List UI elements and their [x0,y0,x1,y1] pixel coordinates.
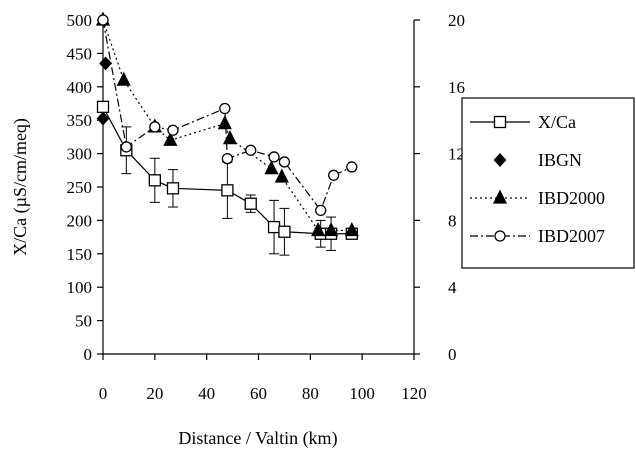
data-point-open-square [244,197,257,210]
y-axis-title: X/Ca (µS/cm/meq) [10,118,31,256]
legend-label: IBGN [538,150,582,170]
legend-box [461,97,635,269]
data-point-open-circle [328,169,340,181]
left-y-tick-label: 0 [84,345,93,364]
left-y-tick-label: 150 [67,245,93,264]
data-point-open-circle [97,14,109,26]
right-y-tick-label: 16 [448,78,465,97]
right-y-tick-label: 4 [448,278,457,297]
left-y-tick-label: 100 [67,278,93,297]
legend: X/Ca IBGN IBD2000 IBD2007 [461,97,635,269]
left-y-tick-label: 400 [67,78,93,97]
data-point-open-circle [268,151,280,163]
x-axis-title: Distance / Valtin (km) [178,428,337,449]
left-y-tick-label: 350 [67,111,93,130]
ticks: 0501001502002503003504004505000481216200… [67,11,466,403]
data-point-filled-diamond [96,111,110,126]
legend-marker-filled-triangle [492,189,508,204]
data-point-open-circle [346,161,358,173]
data-point-filled-triangle [311,221,326,237]
data-point-filled-triangle [264,160,279,175]
data-point-filled-triangle [274,168,289,183]
x-tick-label: 100 [349,384,375,403]
x-tick-label: 120 [401,384,427,403]
data-point-open-circle [149,121,161,133]
left-y-tick-label: 450 [67,44,93,63]
data-point-open-circle [120,141,132,153]
data-point-open-square [221,184,234,197]
x-tick-label: 40 [198,384,215,403]
left-y-tick-label: 200 [67,211,93,230]
x-tick-label: 0 [99,384,108,403]
data-point-filled-diamond [99,56,112,71]
data-point-filled-triangle [116,71,131,86]
right-y-tick-label: 12 [448,145,465,164]
left-y-tick-label: 500 [67,11,93,30]
legend-label: X/Ca [538,112,576,132]
data-point-open-circle [221,152,234,165]
x-tick-label: 80 [302,384,319,403]
data-point-open-circle [167,124,179,136]
series-markers [95,11,359,240]
legend-label: IBD2007 [538,226,605,246]
legend-label: IBD2000 [538,188,605,208]
data-point-open-square [278,225,291,238]
data-point-filled-triangle [222,130,238,145]
data-point-filled-triangle [344,221,359,237]
right-y-tick-label: 20 [448,11,465,30]
legend-marker-filled-diamond [493,153,507,167]
data-point-open-square [148,174,161,187]
data-point-open-square [166,182,180,195]
data-point-open-square [267,220,281,234]
data-point-open-square [96,100,110,113]
x-tick-label: 20 [146,384,163,403]
plot-axes [102,20,415,355]
data-point-open-circle [278,156,291,168]
right-y-tick-label: 8 [448,211,457,230]
right-y-tick-label: 0 [448,345,457,364]
left-y-tick-label: 250 [67,178,93,197]
data-point-open-circle [219,102,231,115]
left-y-tick-label: 50 [75,312,92,331]
legend-marker-open-circle [494,230,506,242]
x-tick-label: 60 [250,384,267,403]
data-point-filled-triangle [163,131,178,146]
left-y-tick-label: 300 [67,145,93,164]
data-point-filled-triangle [324,221,339,237]
data-point-open-circle [315,204,327,217]
legend-marker-open-square [493,115,507,129]
data-point-filled-triangle [217,115,232,130]
data-point-open-circle [245,144,257,156]
